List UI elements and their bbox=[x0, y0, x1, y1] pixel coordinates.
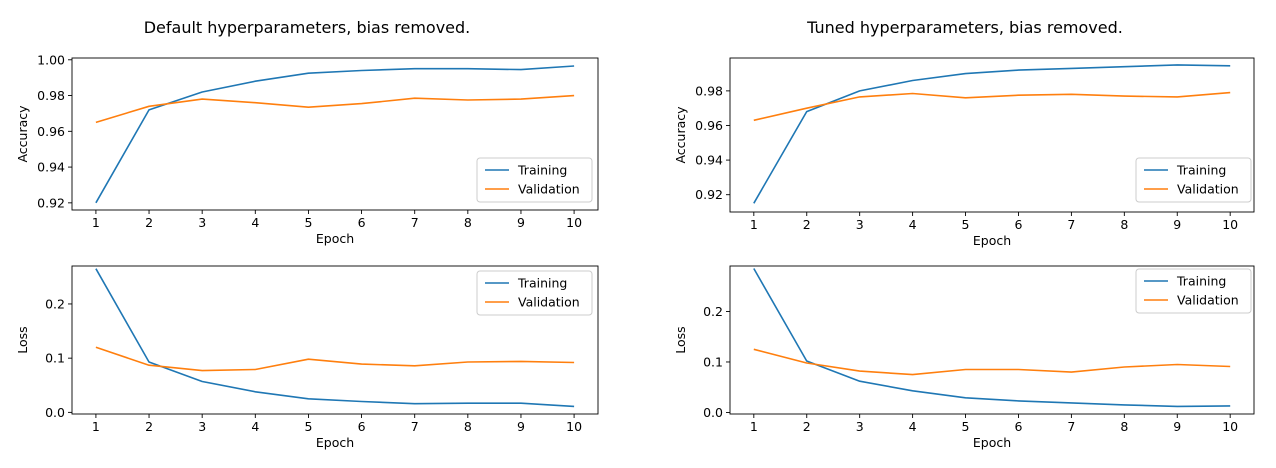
x-tick-label: 3 bbox=[198, 419, 206, 434]
x-tick-label: 8 bbox=[464, 215, 472, 230]
x-tick-label: 1 bbox=[750, 217, 758, 232]
x-tick-label: 9 bbox=[1173, 419, 1181, 434]
y-axis-label: Loss bbox=[15, 326, 30, 353]
x-tick-label: 5 bbox=[304, 215, 312, 230]
x-tick-label: 10 bbox=[566, 419, 582, 434]
x-tick-label: 6 bbox=[358, 419, 366, 434]
x-axis-label: Epoch bbox=[316, 231, 354, 246]
x-tick-label: 3 bbox=[856, 419, 864, 434]
series-line-validation bbox=[753, 348, 1231, 376]
series-line-validation bbox=[95, 346, 575, 372]
series-line-validation bbox=[95, 94, 575, 124]
x-tick-label: 8 bbox=[1120, 217, 1128, 232]
x-tick-label: 5 bbox=[962, 217, 970, 232]
series-line-training bbox=[753, 268, 1231, 408]
y-tick-label: 0.1 bbox=[703, 354, 723, 369]
y-tick-label: 0.96 bbox=[37, 124, 65, 139]
x-tick-label: 2 bbox=[803, 217, 811, 232]
series-line-validation bbox=[753, 91, 1231, 122]
legend-label-training: Training bbox=[1176, 274, 1226, 289]
y-tick-label: 0.96 bbox=[695, 118, 723, 133]
x-tick-label: 6 bbox=[1014, 419, 1022, 434]
x-tick-label: 2 bbox=[145, 215, 153, 230]
plot-frame bbox=[71, 57, 599, 211]
y-axis-label: Accuracy bbox=[15, 105, 30, 163]
legend-label-training: Training bbox=[517, 276, 567, 291]
x-tick-label: 1 bbox=[750, 419, 758, 434]
x-tick-label: 4 bbox=[909, 419, 917, 434]
y-tick-label: 0.92 bbox=[37, 195, 65, 210]
y-tick-label: 0.98 bbox=[695, 83, 723, 98]
x-axis-label: Epoch bbox=[316, 435, 354, 450]
y-tick-label: 0.2 bbox=[703, 304, 723, 319]
x-tick-label: 9 bbox=[517, 419, 525, 434]
x-tick-label: 4 bbox=[909, 217, 917, 232]
x-tick-label: 1 bbox=[92, 215, 100, 230]
x-tick-label: 6 bbox=[358, 215, 366, 230]
y-tick-label: 0.1 bbox=[45, 351, 65, 366]
y-tick-label: 0.2 bbox=[45, 296, 65, 311]
x-tick-label: 9 bbox=[517, 215, 525, 230]
x-tick-label: 5 bbox=[304, 419, 312, 434]
x-tick-label: 7 bbox=[411, 419, 419, 434]
subplot-2: 1 2 3 4 5 6 7 8 9 10 0.92 0.94 0.96 0.98 Epoch Accuracy… bbox=[673, 57, 1255, 248]
x-tick-label: 2 bbox=[803, 419, 811, 434]
legend: Training Validation bbox=[1135, 268, 1252, 314]
x-tick-label: 8 bbox=[1120, 419, 1128, 434]
legend-label-validation: Validation bbox=[1177, 293, 1239, 308]
x-tick-label: 7 bbox=[1067, 419, 1075, 434]
x-axis-label: Epoch bbox=[973, 233, 1011, 248]
legend-label-validation: Validation bbox=[1177, 182, 1239, 197]
legend-box bbox=[1135, 157, 1252, 203]
x-tick-label: 9 bbox=[1173, 217, 1181, 232]
x-tick-label: 7 bbox=[1067, 217, 1075, 232]
subplot-0: 1 2 3 4 5 6 7 8 9 10 0.92 0.94 0.96 0.98 1.00 Epoch Accu… bbox=[15, 52, 599, 246]
y-tick-label: 0.94 bbox=[37, 160, 65, 175]
y-tick-label: 0.0 bbox=[703, 405, 723, 420]
panel-title-default: Default hyperparameters, bias removed. bbox=[143, 18, 471, 37]
x-tick-label: 4 bbox=[251, 419, 259, 434]
legend-label-validation: Validation bbox=[518, 182, 580, 197]
legend: Training Validation bbox=[1135, 157, 1252, 203]
x-tick-label: 1 bbox=[92, 419, 100, 434]
legend-box bbox=[476, 157, 593, 203]
x-tick-label: 8 bbox=[464, 419, 472, 434]
y-axis-label: Loss bbox=[673, 326, 688, 353]
series-line-training bbox=[753, 64, 1231, 204]
legend: Training Validation bbox=[476, 157, 593, 203]
y-tick-label: 0.0 bbox=[45, 405, 65, 420]
y-axis-label: Accuracy bbox=[673, 106, 688, 164]
plot-frame bbox=[729, 57, 1255, 213]
y-tick-label: 0.98 bbox=[37, 88, 65, 103]
subplot-1: 1 2 3 4 5 6 7 8 9 10 0.0 0.1 0.2 Epoch Loss Training Val… bbox=[15, 265, 599, 450]
x-tick-label: 6 bbox=[1014, 217, 1022, 232]
x-axis-label: Epoch bbox=[973, 435, 1011, 450]
x-tick-label: 4 bbox=[251, 215, 259, 230]
series-line-training bbox=[95, 65, 575, 204]
panel-title-tuned: Tuned hyperparameters, bias removed. bbox=[807, 18, 1123, 37]
legend: Training Validation bbox=[476, 270, 593, 316]
subplot-3: 1 2 3 4 5 6 7 8 9 10 0.0 0.1 0.2 Epoch Loss Training Val… bbox=[673, 265, 1255, 450]
x-tick-label: 3 bbox=[198, 215, 206, 230]
legend-label-training: Training bbox=[1176, 163, 1226, 178]
series-line-training bbox=[95, 268, 575, 408]
y-tick-label: 0.94 bbox=[695, 153, 723, 168]
x-tick-label: 5 bbox=[962, 419, 970, 434]
x-tick-label: 3 bbox=[856, 217, 864, 232]
y-tick-label: 0.92 bbox=[695, 187, 723, 202]
legend-box bbox=[1135, 268, 1252, 314]
x-tick-label: 10 bbox=[566, 215, 582, 230]
x-tick-label: 2 bbox=[145, 419, 153, 434]
x-tick-label: 7 bbox=[411, 215, 419, 230]
legend-label-validation: Validation bbox=[518, 295, 580, 310]
plot-frame bbox=[729, 265, 1255, 415]
legend-box bbox=[476, 270, 593, 316]
plot-frame bbox=[71, 265, 599, 415]
legend-label-training: Training bbox=[517, 163, 567, 178]
x-tick-label: 10 bbox=[1222, 419, 1238, 434]
x-tick-label: 10 bbox=[1222, 217, 1238, 232]
y-tick-label: 1.00 bbox=[37, 52, 65, 67]
